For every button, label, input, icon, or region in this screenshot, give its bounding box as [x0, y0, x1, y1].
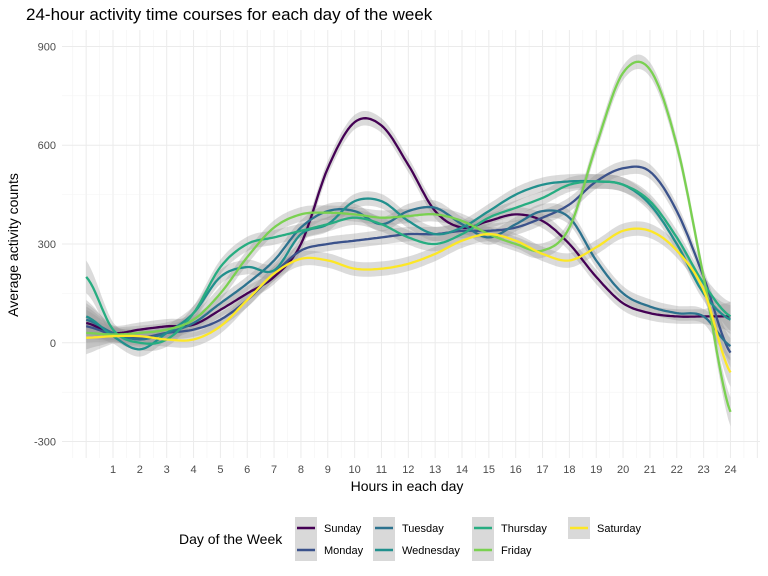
confidence-band-saturday	[86, 221, 731, 387]
legend-label-saturday: Saturday	[597, 523, 642, 535]
x-tick-label: 12	[402, 464, 414, 476]
x-tick-label: 8	[298, 464, 304, 476]
legend: Sunday Monday Tuesday Wednesday Thursday Frid…	[295, 517, 642, 561]
x-tick-label: 17	[536, 464, 548, 476]
y-tick-label: 600	[38, 140, 56, 152]
series-line-sunday	[85, 117, 731, 335]
legend-label-friday: Friday	[501, 545, 532, 557]
x-tick-label: 21	[644, 464, 656, 476]
y-tick-label: 0	[50, 338, 56, 350]
x-tick-label: 7	[271, 464, 277, 476]
x-tick-label: 20	[617, 464, 629, 476]
confidence-band-sunday	[86, 111, 731, 341]
x-tick-label: 24	[724, 464, 736, 476]
x-tick-label: 4	[190, 464, 196, 476]
x-tick-label: 16	[510, 464, 522, 476]
series-line-tuesday	[85, 205, 732, 348]
x-tick-label: 2	[137, 464, 143, 476]
x-tick-label: 1	[110, 464, 116, 476]
x-tick-label: 23	[697, 464, 709, 476]
x-tick-label: 10	[348, 464, 360, 476]
x-axis-label: Hours in each day	[351, 478, 464, 494]
chart-title: 24-hour activity time courses for each d…	[26, 5, 433, 24]
legend-label-monday: Monday	[324, 545, 364, 557]
legend-label-thursday: Thursday	[501, 523, 547, 535]
x-tick-label: 15	[483, 464, 495, 476]
y-tick-label: 300	[38, 239, 56, 251]
series-line-saturday	[86, 227, 732, 373]
y-tick-label: -300	[34, 437, 56, 449]
x-tick-label: 11	[376, 464, 387, 476]
series-line-friday	[86, 60, 732, 413]
y-tick-label: 900	[38, 41, 56, 53]
legend-label-tuesday: Tuesday	[402, 523, 444, 535]
x-tick-label: 6	[244, 464, 250, 476]
y-axis-label: Average activity counts	[5, 173, 21, 317]
x-tick-label: 9	[325, 464, 331, 476]
x-tick-label: 22	[671, 464, 683, 476]
x-tick-label: 3	[164, 464, 170, 476]
x-tick-label: 5	[217, 464, 223, 476]
legend-label-wednesday: Wednesday	[402, 545, 460, 557]
legend-label-sunday: Sunday	[324, 523, 362, 535]
series-lines	[85, 60, 732, 413]
x-tick-label: 18	[563, 464, 575, 476]
legend-title: Day of the Week	[179, 531, 283, 547]
x-tick-label: 14	[456, 464, 468, 476]
x-tick-label: 19	[590, 464, 602, 476]
series-line-monday	[85, 165, 732, 354]
confidence-band-monday	[86, 159, 731, 368]
x-axis-ticks: 1 2 3 4 5 6 7 8 9 10 11 12 13 14 15 16 17 18 19 20 21 22 23 24	[110, 464, 737, 476]
x-tick-label: 13	[429, 464, 441, 476]
series-line-thursday	[85, 180, 732, 345]
y-axis-ticks: -300 0 300 600 900	[34, 41, 56, 448]
